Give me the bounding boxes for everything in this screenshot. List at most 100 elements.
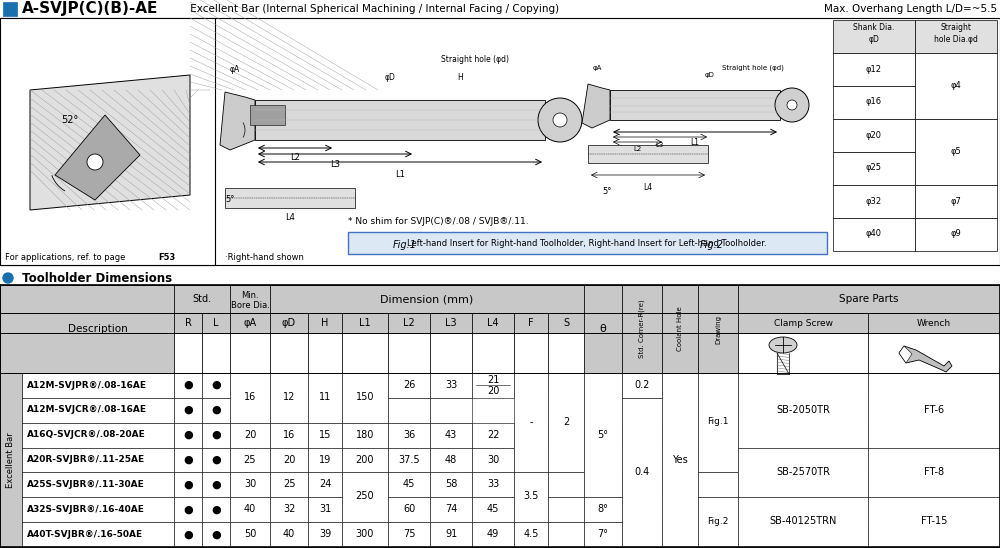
Text: 19: 19 xyxy=(319,455,331,465)
Bar xyxy=(270,333,308,373)
Bar xyxy=(584,285,622,373)
Bar xyxy=(868,448,1000,497)
Text: 20: 20 xyxy=(283,455,295,465)
Bar xyxy=(472,522,514,547)
Bar xyxy=(22,423,174,448)
Text: 180: 180 xyxy=(356,430,374,439)
Bar xyxy=(230,333,270,373)
Text: Wrench: Wrench xyxy=(917,318,951,328)
Text: 33: 33 xyxy=(445,380,457,390)
Bar xyxy=(868,373,1000,448)
Bar xyxy=(472,333,514,373)
Text: φ32: φ32 xyxy=(866,197,882,206)
Text: 37.5: 37.5 xyxy=(398,455,420,465)
Bar xyxy=(472,373,514,398)
Bar xyxy=(430,448,472,472)
Bar xyxy=(342,333,388,373)
Bar xyxy=(0,423,1000,448)
Text: φ16: φ16 xyxy=(866,98,882,106)
Bar xyxy=(0,472,1000,497)
Bar xyxy=(430,373,472,398)
Text: ●: ● xyxy=(211,504,221,514)
Text: 16: 16 xyxy=(244,392,256,402)
Text: ●: ● xyxy=(211,455,221,465)
Text: 36: 36 xyxy=(403,430,415,439)
Bar xyxy=(833,53,915,86)
Bar xyxy=(0,18,215,265)
Text: A12M-SVJCR®/.08-16AE: A12M-SVJCR®/.08-16AE xyxy=(27,406,147,414)
Text: FT-8: FT-8 xyxy=(924,466,944,477)
Text: Fig.2: Fig.2 xyxy=(700,240,724,250)
Text: θ: θ xyxy=(600,324,606,334)
Text: 150: 150 xyxy=(356,392,374,402)
Bar xyxy=(230,285,270,313)
Bar xyxy=(868,497,1000,547)
Text: φA: φA xyxy=(592,65,602,71)
Bar xyxy=(430,333,472,373)
Bar xyxy=(0,18,1000,265)
Text: 5°: 5° xyxy=(602,187,612,197)
Text: ●: ● xyxy=(183,504,193,514)
Bar xyxy=(22,448,174,472)
Bar xyxy=(174,285,230,313)
Text: Coolant Hole: Coolant Hole xyxy=(677,307,683,351)
Bar xyxy=(342,448,388,472)
Bar xyxy=(308,522,342,547)
Bar xyxy=(3,2,17,16)
Bar xyxy=(833,119,915,152)
Text: H: H xyxy=(457,73,463,83)
Text: 49: 49 xyxy=(487,529,499,539)
Circle shape xyxy=(538,98,582,142)
Text: L1: L1 xyxy=(395,170,405,179)
Polygon shape xyxy=(55,115,140,200)
Text: Left-hand Insert for Right-hand Toolholder, Right-hand Insert for Left-hand Tool: Left-hand Insert for Right-hand Toolhold… xyxy=(407,238,767,248)
Polygon shape xyxy=(899,346,952,372)
Bar xyxy=(833,218,915,251)
Text: For applications, ref. to page: For applications, ref. to page xyxy=(5,254,125,262)
Bar xyxy=(738,313,868,333)
Bar xyxy=(622,373,662,398)
Text: ●: ● xyxy=(183,430,193,439)
Text: Shank Dia.: Shank Dia. xyxy=(853,24,895,32)
Text: 50: 50 xyxy=(244,529,256,539)
Bar xyxy=(548,522,584,547)
Text: Drawing: Drawing xyxy=(715,315,721,344)
Text: 45: 45 xyxy=(487,504,499,514)
Bar xyxy=(202,448,230,472)
Bar xyxy=(738,497,868,547)
Text: Fig.1: Fig.1 xyxy=(707,418,729,426)
Bar xyxy=(915,185,997,218)
Bar xyxy=(230,522,270,547)
Text: φ4: φ4 xyxy=(951,82,961,90)
Text: 250: 250 xyxy=(356,492,374,501)
Text: L2: L2 xyxy=(403,318,415,328)
Text: 7°: 7° xyxy=(598,529,608,539)
Text: 16: 16 xyxy=(283,430,295,439)
Text: R: R xyxy=(185,318,191,328)
Bar xyxy=(833,20,915,53)
Bar xyxy=(270,448,308,472)
Text: ●: ● xyxy=(211,380,221,390)
Text: 48: 48 xyxy=(445,455,457,465)
Bar xyxy=(174,313,202,333)
Bar xyxy=(388,423,430,448)
Text: FT-15: FT-15 xyxy=(921,516,947,526)
Text: 4.5: 4.5 xyxy=(523,529,539,539)
Bar xyxy=(698,497,738,547)
Bar xyxy=(0,285,1000,547)
Bar xyxy=(202,313,230,333)
Text: 8°: 8° xyxy=(598,504,608,514)
Bar xyxy=(0,497,1000,522)
Text: 15: 15 xyxy=(319,430,331,439)
Bar xyxy=(202,373,230,398)
Bar xyxy=(230,472,270,497)
Bar xyxy=(270,423,308,448)
Bar xyxy=(255,100,545,140)
Text: 45: 45 xyxy=(403,480,415,489)
Text: φA: φA xyxy=(230,66,240,75)
Text: φD: φD xyxy=(705,72,715,78)
Text: Dimension (mm): Dimension (mm) xyxy=(380,294,474,304)
Bar xyxy=(833,185,915,218)
Bar xyxy=(833,152,915,185)
Text: 200: 200 xyxy=(356,455,374,465)
